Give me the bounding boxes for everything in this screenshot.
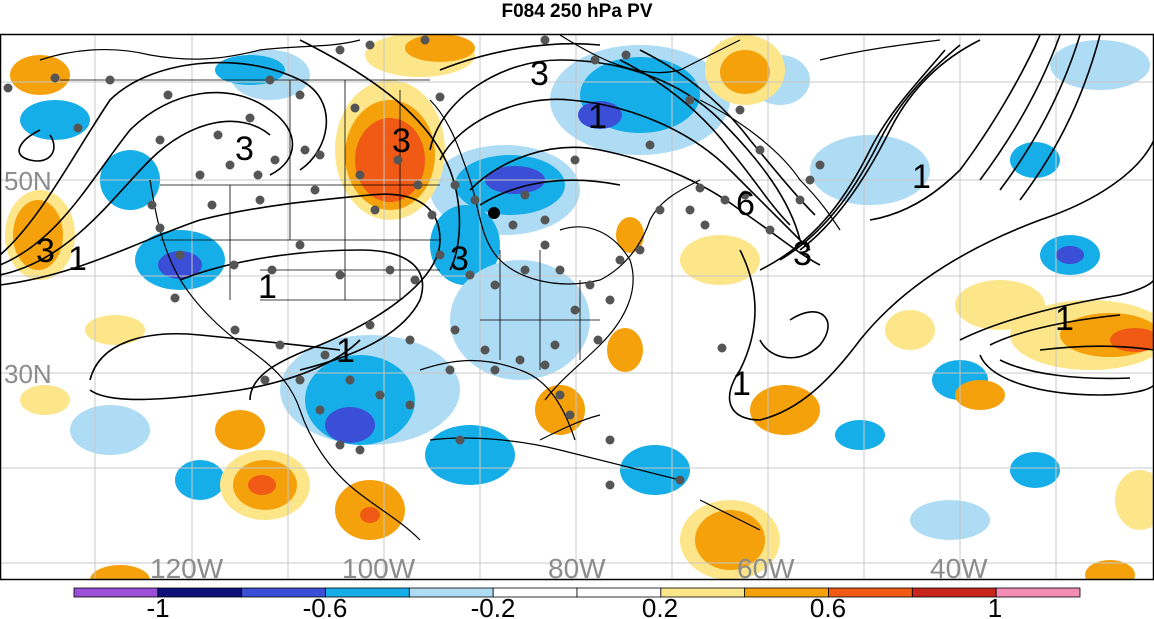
map-title: F084 250 hPa PV bbox=[501, 1, 653, 22]
lon-label-120w: 120W bbox=[150, 553, 224, 584]
lat-label-30n: 30N bbox=[4, 359, 52, 389]
colorbar bbox=[73, 587, 1081, 598]
colorbar-tick-label: 0.6 bbox=[810, 593, 846, 619]
colorbar-tick-label: -1 bbox=[146, 593, 169, 619]
contour-label: 3 bbox=[235, 130, 254, 168]
lon-label-80w: 80W bbox=[548, 553, 606, 584]
contour-label: 1 bbox=[1055, 300, 1074, 338]
lon-label-60w: 60W bbox=[737, 553, 795, 584]
colorbar-swatch bbox=[911, 587, 997, 598]
contour-label: 1 bbox=[588, 98, 607, 136]
contour-label: 3 bbox=[530, 55, 549, 93]
graticule bbox=[0, 34, 1154, 580]
contour-label: 3 bbox=[450, 240, 469, 278]
contour-label: 1 bbox=[68, 240, 87, 278]
pv-contours bbox=[0, 34, 1154, 421]
contour-label: 1 bbox=[912, 158, 931, 196]
state-borders bbox=[60, 79, 600, 370]
colorbar-tick-label: -0.6 bbox=[303, 593, 348, 619]
colorbar-tick-label: -0.2 bbox=[471, 593, 516, 619]
colorbar-swatch bbox=[73, 587, 159, 598]
coastlines bbox=[39, 34, 941, 541]
colorbar-swatch bbox=[995, 587, 1081, 598]
contour-labels: 3 3 3 3 1 6 3 1 1 1 3 1 1 1 bbox=[36, 55, 1074, 403]
colorbar-tick-label: 1 bbox=[988, 593, 1002, 619]
colorbar-tick-label: 0.2 bbox=[642, 593, 678, 619]
colorbar-tick-labels: -1 -0.6 -0.2 0.2 0.6 1 bbox=[146, 593, 1002, 619]
contour-label: 1 bbox=[258, 268, 277, 306]
lat-label-50n: 50N bbox=[4, 166, 52, 196]
contour-label: 1 bbox=[732, 365, 751, 403]
contour-label: 3 bbox=[36, 232, 55, 270]
lon-label-100w: 100W bbox=[342, 553, 416, 584]
lon-label-40w: 40W bbox=[930, 553, 988, 584]
station-dots bbox=[3, 35, 825, 490]
contour-label: 1 bbox=[336, 332, 355, 370]
contour-label: 3 bbox=[793, 235, 812, 273]
contour-label: 3 bbox=[392, 122, 411, 160]
colorbar-swatch bbox=[157, 587, 243, 598]
contour-label: 6 bbox=[736, 185, 755, 223]
